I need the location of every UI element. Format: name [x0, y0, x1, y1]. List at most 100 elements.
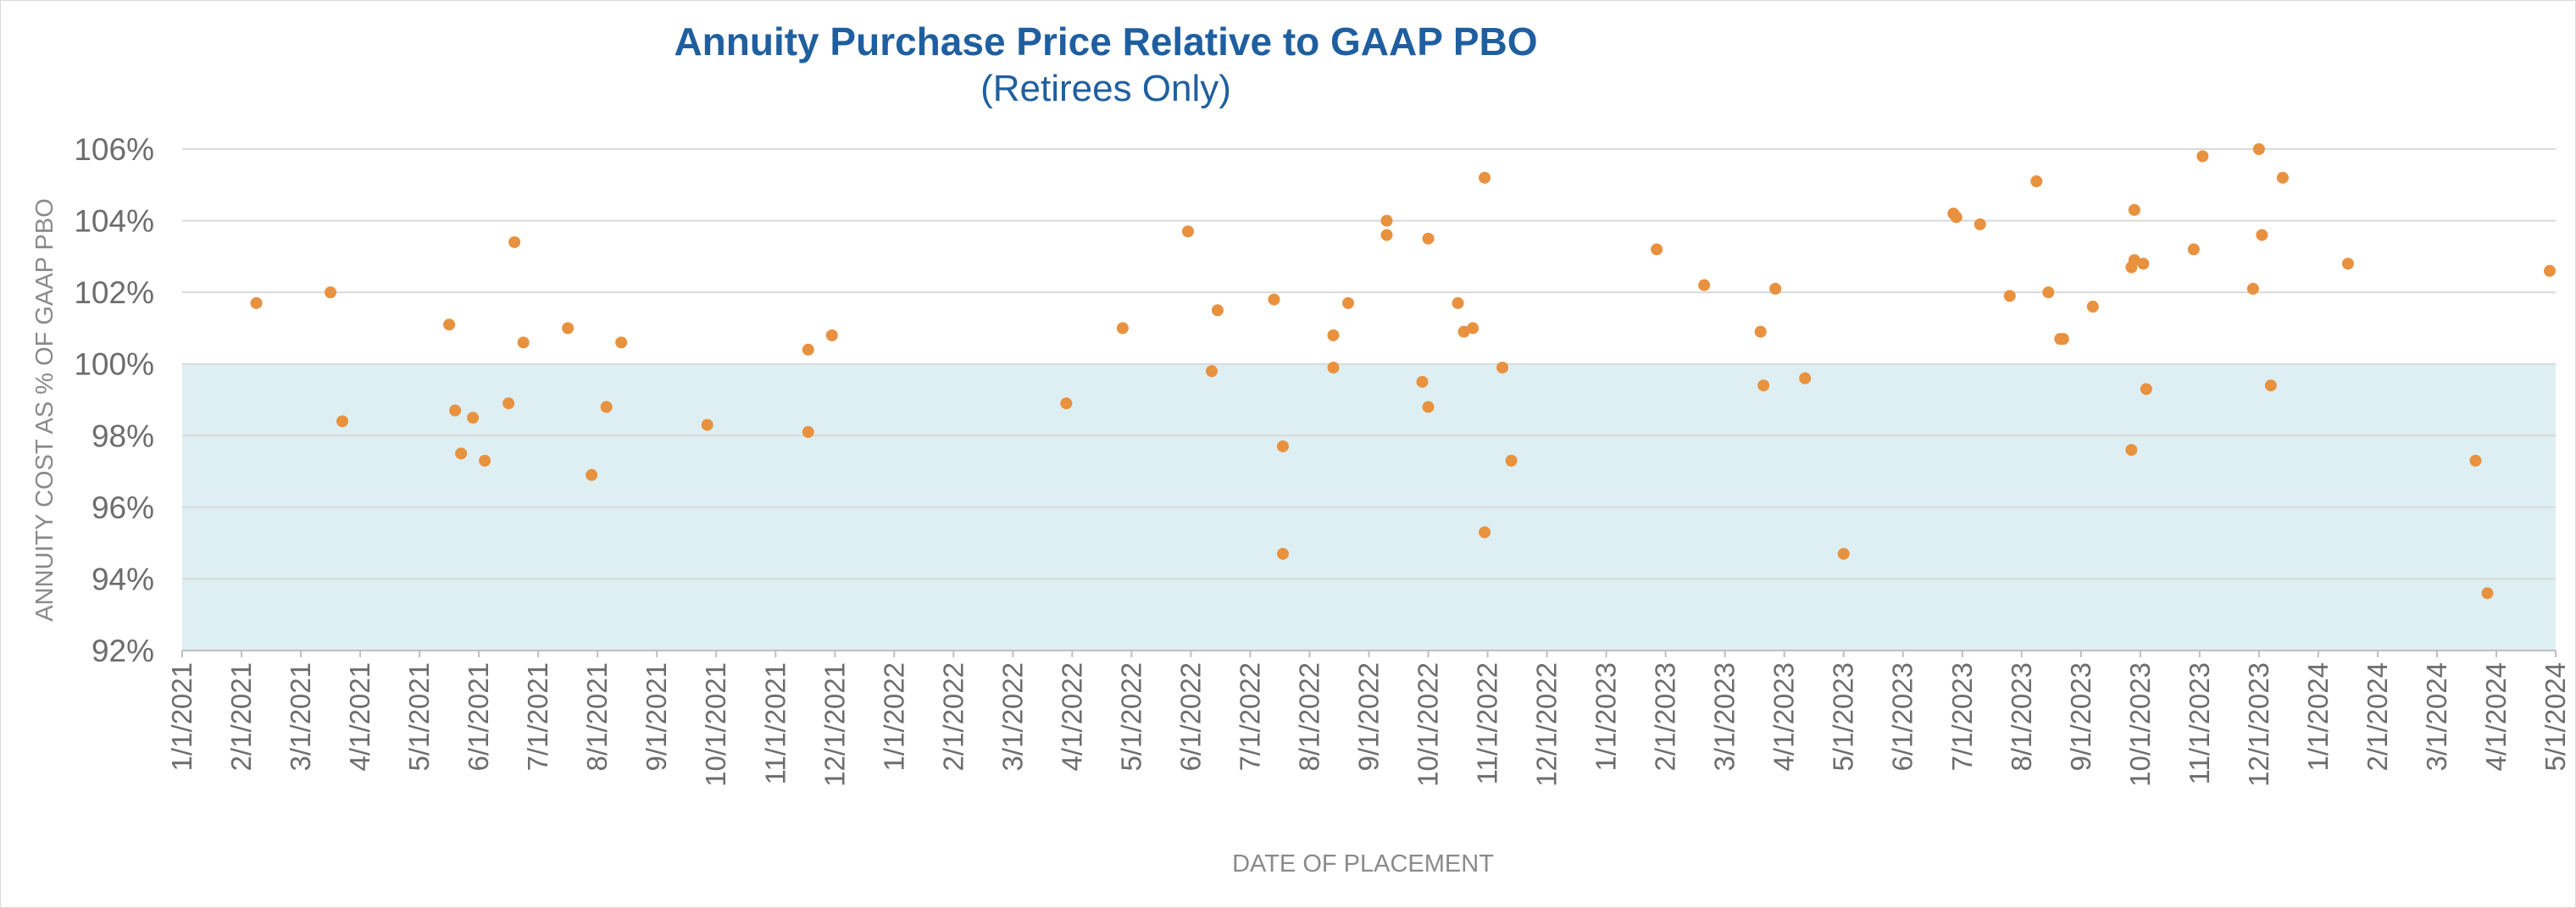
data-point: [825, 329, 838, 341]
data-point: [1211, 304, 1224, 317]
x-tick-label: 4/1/2023: [1768, 662, 1800, 771]
data-point: [449, 404, 462, 417]
x-tick-label: 3/1/2024: [2421, 662, 2452, 771]
data-point: [2125, 444, 2138, 457]
data-point: [2196, 150, 2209, 163]
data-point: [1950, 211, 1963, 224]
x-tick-label: 4/1/2022: [1056, 662, 1087, 771]
data-point: [1754, 325, 1767, 338]
x-axis-ticks: 1/1/2021 2/1/2021 3/1/2021 4/1/2021 5/1/2021…: [166, 651, 2571, 787]
data-point: [467, 412, 480, 424]
data-point: [1416, 375, 1429, 388]
data-point: [479, 454, 491, 467]
data-point: [2256, 229, 2268, 241]
data-point: [2086, 301, 2099, 313]
data-point: [2481, 587, 2494, 600]
data-point: [1116, 322, 1129, 335]
data-point: [1327, 329, 1340, 341]
x-tick-label: 12/1/2023: [2243, 662, 2274, 787]
data-point: [2057, 333, 2069, 346]
x-tick-label: 7/1/2022: [1234, 662, 1265, 771]
x-tick-label: 11/1/2023: [2184, 662, 2215, 784]
x-tick-label: 7/1/2023: [1946, 662, 1978, 771]
data-point: [1479, 171, 1491, 184]
data-point: [615, 336, 628, 349]
data-point: [2341, 257, 2354, 270]
data-point: [2246, 282, 2259, 295]
data-point: [502, 397, 515, 410]
data-point: [1467, 322, 1480, 335]
x-tick-label: 1/1/2024: [2302, 662, 2334, 771]
chart-subtitle: (Retirees Only): [980, 68, 1231, 109]
x-tick-label: 3/1/2021: [285, 662, 316, 771]
data-point: [1452, 296, 1464, 309]
data-point: [1757, 379, 1770, 392]
x-tick-label: 4/1/2024: [2480, 662, 2512, 771]
x-tick-label: 7/1/2021: [522, 662, 553, 771]
x-axis-label: DATE OF PLACEMENT: [1232, 850, 1494, 878]
data-point: [1505, 454, 1518, 467]
x-tick-label: 2/1/2023: [1650, 662, 1681, 771]
data-point: [1422, 232, 1435, 245]
data-point: [1060, 397, 1073, 410]
x-tick-label: 6/1/2021: [463, 662, 494, 771]
chart-title: Annuity Purchase Price Relative to GAAP …: [674, 19, 1538, 64]
y-tick-label: 100%: [74, 347, 154, 382]
data-point: [2128, 254, 2140, 267]
x-tick-label: 10/1/2022: [1413, 662, 1444, 787]
data-point: [2252, 143, 2265, 155]
data-point: [1380, 214, 1393, 227]
x-tick-label: 3/1/2022: [997, 662, 1028, 771]
data-point: [2469, 454, 2482, 467]
data-point: [1422, 401, 1435, 413]
data-point: [2276, 171, 2289, 184]
y-tick-label: 96%: [92, 490, 154, 525]
data-point: [1276, 547, 1289, 560]
data-point: [325, 286, 337, 299]
data-point: [1205, 365, 1218, 378]
x-tick-label: 10/1/2021: [700, 662, 731, 787]
data-point: [802, 426, 814, 439]
data-point: [1698, 279, 1711, 291]
y-tick-label: 98%: [92, 418, 154, 453]
x-tick-label: 11/1/2021: [759, 662, 791, 784]
data-point: [1496, 361, 1509, 374]
x-tick-label: 8/1/2021: [581, 662, 613, 771]
x-tick-label: 9/1/2022: [1353, 662, 1385, 771]
x-tick-label: 1/1/2022: [878, 662, 909, 771]
x-tick-label: 6/1/2022: [1174, 662, 1206, 771]
x-tick-label: 9/1/2021: [641, 662, 672, 771]
data-point: [586, 468, 598, 481]
data-point: [2140, 383, 2152, 396]
y-tick-label: 104%: [74, 204, 154, 239]
data-point: [2187, 243, 2200, 256]
data-point: [1837, 547, 1850, 560]
x-tick-label: 3/1/2023: [1709, 662, 1740, 771]
data-point: [1327, 361, 1340, 374]
data-point: [2003, 290, 2016, 302]
data-point: [1974, 218, 1986, 230]
x-tick-label: 8/1/2022: [1293, 662, 1324, 771]
x-tick-label: 5/1/2023: [1828, 662, 1859, 771]
y-tick-label: 106%: [74, 132, 154, 167]
data-point: [1380, 229, 1393, 241]
y-axis-label: ANNUITY COST AS % OF GAAP PBO: [31, 198, 58, 622]
data-point: [1769, 282, 1782, 295]
x-tick-label: 2/1/2024: [2362, 662, 2393, 771]
y-tick-label: 94%: [92, 562, 154, 596]
x-tick-label: 1/1/2021: [166, 662, 197, 771]
x-tick-label: 12/1/2021: [819, 662, 850, 787]
data-point: [508, 235, 521, 248]
data-point: [1799, 372, 1812, 385]
data-point: [1181, 225, 1194, 238]
data-point: [2264, 379, 2277, 392]
x-tick-label: 5/1/2022: [1115, 662, 1146, 771]
data-point: [1651, 243, 1663, 256]
data-point: [600, 401, 613, 413]
data-point: [2137, 257, 2150, 270]
data-point: [1268, 293, 1280, 306]
x-tick-label: 2/1/2022: [937, 662, 969, 771]
x-tick-label: 2/1/2021: [225, 662, 257, 771]
data-point: [2042, 286, 2055, 299]
